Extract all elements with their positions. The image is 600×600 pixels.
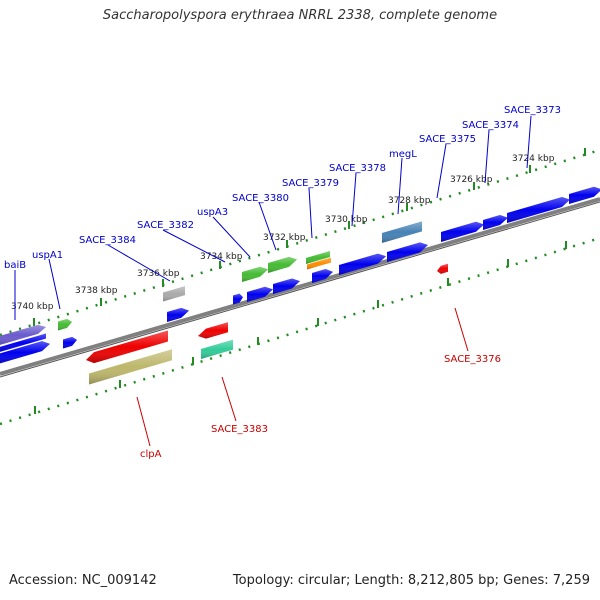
gene-SACE_3378-shading: [339, 253, 386, 275]
gene-label-SACE_3379[interactable]: SACE_3379: [282, 178, 339, 189]
gene-blue-i-shading: [569, 186, 600, 204]
top-label-leaders: [14, 115, 532, 320]
genome-backbone-shadow: [0, 201, 600, 378]
gene-label-baiB[interactable]: baiB: [4, 260, 26, 271]
scale-label-3732: 3732 kbp: [263, 233, 306, 243]
scale-label-3734: 3734 kbp: [200, 252, 243, 262]
gene-label-SACE_3375[interactable]: SACE_3375: [419, 134, 476, 145]
gene-blue-a-shading: [63, 336, 77, 349]
accession-text: Accession: NC_009142: [9, 573, 157, 588]
gene-SACE_3380-shading: [268, 256, 297, 273]
gene-uspA1-shading: [58, 318, 72, 331]
scale-label-3728: 3728 kbp: [388, 196, 431, 206]
scale-ticks: [33, 148, 586, 414]
gene-SACE_3374-shading: [483, 215, 508, 230]
gene-SACE_3379-shading: [306, 250, 330, 264]
gene-SACE_3375-shading: [441, 221, 484, 242]
gene-uspA3-shading: [242, 266, 268, 282]
gene-clpA-olive-shading: [89, 349, 172, 385]
gene-blue-f-shading: [273, 278, 300, 294]
gene-label-clpA[interactable]: clpA: [140, 449, 162, 460]
gene-label-SACE_3380[interactable]: SACE_3380: [232, 193, 289, 204]
gene-SACE_3376-shading: [437, 263, 448, 274]
gene-blue-g-shading: [312, 269, 333, 283]
scale-label-3738: 3738 kbp: [75, 286, 118, 296]
bottom-label-leaders: [136, 307, 469, 447]
gene-label-SACE_3376[interactable]: SACE_3376: [444, 354, 501, 365]
gene-baiB-2-shading: [0, 333, 46, 352]
scale-label-3730: 3730 kbp: [325, 215, 368, 225]
gene-label-uspA3[interactable]: uspA3: [197, 207, 228, 218]
gene-blue-b-shading: [0, 341, 50, 364]
gene-megL-shading: [382, 221, 422, 243]
gene-label-SACE_3383[interactable]: SACE_3383: [211, 424, 268, 435]
gene-label-SACE_3384[interactable]: SACE_3384: [79, 235, 136, 246]
topology-text: Topology: circular; Length: 8,212,805 bp…: [232, 573, 590, 588]
gene-clpA-shading: [86, 330, 168, 364]
gene-SACE_3384-shading: [163, 286, 185, 302]
gene-label-SACE_3382[interactable]: SACE_3382: [137, 220, 194, 231]
gene-baiB-shading: [0, 324, 46, 345]
genome-backbone: [0, 197, 600, 376]
gene-blue-h-shading: [387, 242, 428, 262]
scale-label-3726: 3726 kbp: [450, 175, 493, 185]
gene-SACE_3383-red-shading: [198, 322, 228, 339]
gene-label-SACE_3374[interactable]: SACE_3374: [462, 120, 519, 131]
gene-blue-e-shading: [247, 286, 273, 302]
gene-SACE_3373-shading: [507, 196, 570, 223]
map-title: Saccharopolyspora erythraea NRRL 2338, c…: [102, 8, 498, 23]
gene-SACE_3383-shading: [201, 339, 233, 359]
gene-label-SACE_3378[interactable]: SACE_3378: [329, 163, 386, 174]
scale-line-bottom: [0, 236, 600, 426]
gene-label-SACE_3373[interactable]: SACE_3373: [504, 105, 561, 116]
gene-features: [0, 186, 600, 385]
gene-SACE_3379-orange-shading: [307, 257, 331, 270]
scale-label-3724: 3724 kbp: [512, 154, 555, 164]
gene-blue-d-shading: [233, 293, 243, 305]
gene-label-megL[interactable]: megL: [389, 149, 417, 160]
gene-blue-c-shading: [167, 307, 189, 322]
scale-label-3740: 3740 kbp: [11, 302, 54, 312]
gene-label-uspA1[interactable]: uspA1: [32, 250, 63, 261]
